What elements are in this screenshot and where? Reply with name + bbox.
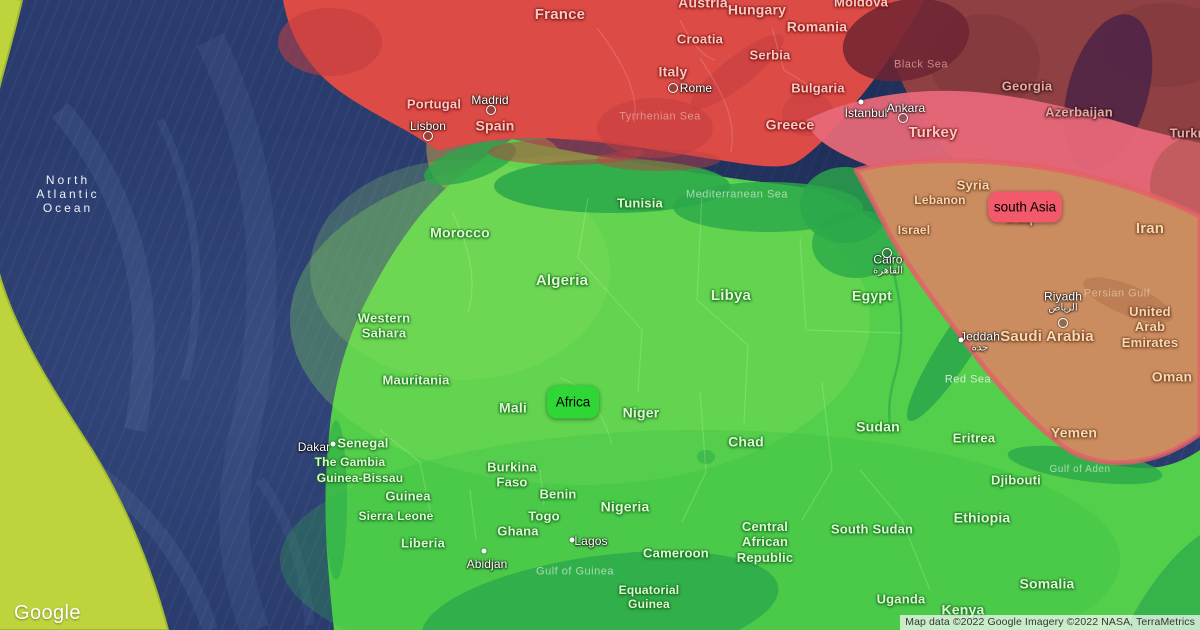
google-logo[interactable]: Google bbox=[14, 602, 81, 624]
overlay-south-asia-orange[interactable] bbox=[853, 158, 1200, 465]
red-country-borders bbox=[596, 19, 821, 153]
green-terrain-shading bbox=[280, 155, 1120, 630]
region-pill-south-asia[interactable]: south Asia bbox=[988, 191, 1062, 223]
map-attribution[interactable]: Map data ©2022 Google Imagery ©2022 NASA… bbox=[900, 615, 1200, 630]
ocean-ridge-texture bbox=[51, 33, 315, 630]
region-pill-africa[interactable]: Africa bbox=[547, 385, 599, 419]
sea-under-green-overlay bbox=[325, 141, 1200, 630]
sea-under-red-overlay bbox=[278, 8, 834, 171]
green-country-borders bbox=[379, 192, 931, 591]
black-sea bbox=[842, 0, 970, 82]
overlay-west-yellow[interactable] bbox=[0, 0, 170, 630]
overlay-africa-green[interactable] bbox=[325, 139, 1200, 630]
persian-gulf bbox=[1083, 277, 1173, 323]
